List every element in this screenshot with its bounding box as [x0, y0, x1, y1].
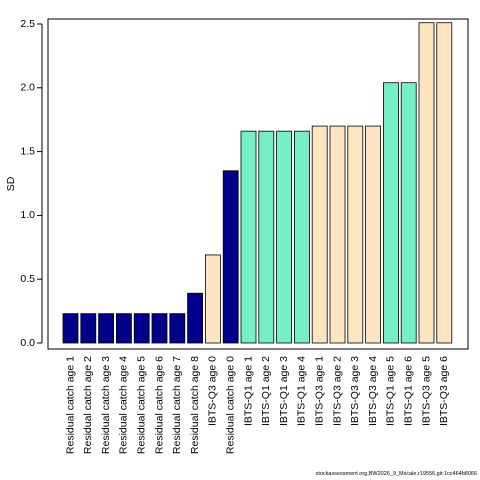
y-axis: 0.0 0.5 1.0 1.5 2.0 2.5 — [20, 18, 43, 349]
x-tick-label: IBTS-Q3 age 5 — [420, 356, 432, 426]
x-tick-label: IBTS-Q1 age 6 — [402, 356, 414, 426]
x-tick-label: IBTS-Q3 age 0 — [207, 356, 219, 426]
bars — [62, 22, 453, 344]
x-tick-label: Residual catch age 0 — [224, 356, 236, 454]
bar — [169, 313, 186, 344]
x-tick-label: Residual catch age 3 — [100, 356, 112, 454]
footer-credit: stockassessment.org,BW2026_9_Mscale,r195… — [316, 471, 477, 477]
y-tick-label: 0.0 — [20, 337, 35, 349]
bar — [400, 82, 417, 344]
bar — [365, 125, 382, 344]
y-tick-label: 2.0 — [20, 82, 35, 94]
y-tick-label: 0.5 — [20, 273, 35, 285]
bar — [222, 170, 239, 344]
x-tick-label: IBTS-Q1 age 4 — [296, 356, 308, 426]
y-tick-label: 1.5 — [20, 145, 35, 157]
x-tick-label: Residual catch age 8 — [189, 356, 201, 454]
y-tick-label: 1.0 — [20, 209, 35, 221]
bar — [151, 313, 168, 344]
plot-frame — [47, 18, 469, 350]
x-tick-label: Residual catch age 6 — [153, 356, 165, 454]
bar — [276, 130, 293, 344]
bar — [204, 254, 221, 344]
bar — [418, 22, 435, 344]
x-tick-label: IBTS-Q3 age 2 — [331, 356, 343, 426]
bar — [80, 313, 97, 344]
bar — [311, 125, 328, 344]
x-tick-label: IBTS-Q3 age 3 — [349, 356, 361, 426]
x-tick-label: Residual catch age 4 — [118, 356, 130, 454]
bar — [347, 125, 364, 344]
x-tick-label: IBTS-Q1 age 3 — [278, 356, 290, 426]
bar — [329, 125, 346, 344]
bar — [187, 292, 204, 344]
y-axis-title: SD — [5, 176, 17, 191]
x-tick-label: Residual catch age 1 — [64, 356, 76, 454]
y-tick-label: 2.5 — [20, 18, 35, 30]
bar — [436, 22, 453, 344]
bar — [258, 130, 275, 344]
x-tick-label: Residual catch age 5 — [135, 356, 147, 454]
x-tick-label: Residual catch age 2 — [82, 356, 94, 454]
x-tick-label: IBTS-Q1 age 2 — [260, 356, 272, 426]
bar — [293, 130, 310, 344]
bar — [62, 313, 79, 344]
bar — [133, 313, 150, 344]
x-axis-labels: Residual catch age 1 Residual catch age 2… — [64, 356, 450, 454]
x-tick-label: IBTS-Q3 age 4 — [367, 356, 379, 426]
x-tick-label: IBTS-Q1 age 1 — [242, 356, 254, 426]
bar — [116, 313, 132, 344]
bar — [98, 313, 114, 344]
x-tick-label: IBTS-Q3 age 6 — [438, 356, 450, 426]
x-tick-label: Residual catch age 7 — [171, 356, 183, 454]
x-tick-label: IBTS-Q3 age 1 — [313, 356, 325, 426]
bar — [240, 130, 257, 344]
x-tick-label: IBTS-Q1 age 5 — [385, 356, 397, 426]
bar — [382, 82, 399, 344]
